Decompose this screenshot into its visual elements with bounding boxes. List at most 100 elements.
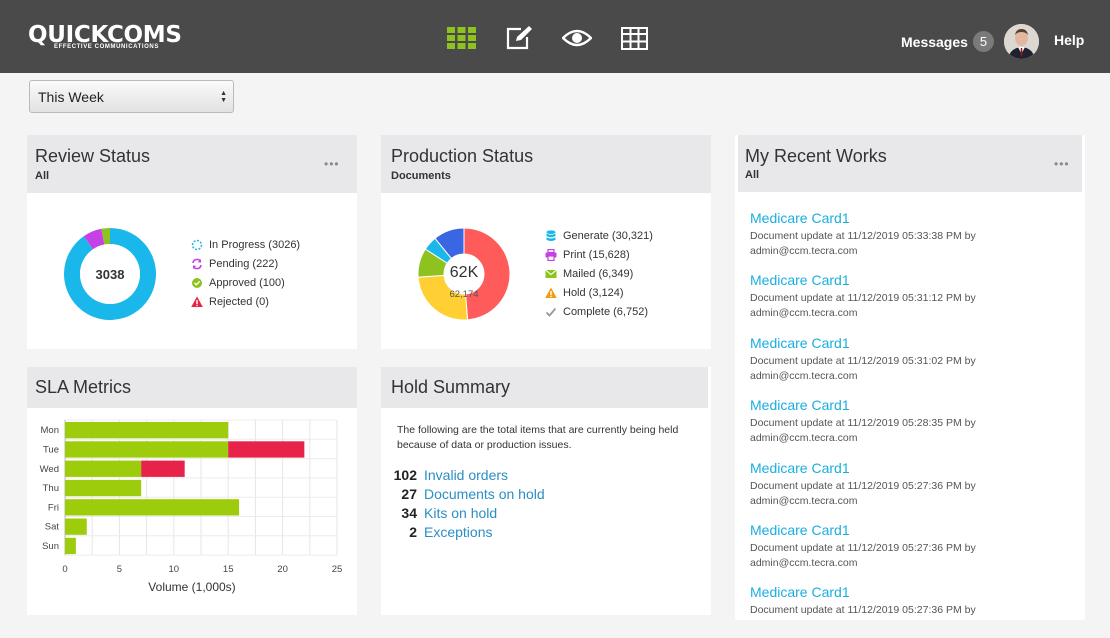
sla-day-label: Thu: [43, 483, 59, 494]
sla-day-label: Wed: [40, 464, 59, 475]
recent-work-title-link[interactable]: Medicare Card1: [750, 459, 850, 476]
recent-work-item: Medicare Card1 Document update at 11/12/2…: [750, 335, 976, 384]
sla-x-tick-label: 15: [223, 564, 234, 575]
recent-work-item: Medicare Card1 Document update at 11/12/2…: [750, 210, 976, 259]
sla-bar-on-time-tue: [65, 441, 229, 458]
recent-work-title-link[interactable]: Medicare Card1: [750, 210, 850, 226]
hold-summary-link[interactable]: Exceptions: [424, 524, 493, 540]
messages-button[interactable]: Messages 5: [901, 31, 994, 52]
top-bar: QUICKCOMS EFFECTIVE COMMUNICATIONS: [0, 0, 1110, 73]
recent-work-item: Medicare Card1 Document update at 11/12/2…: [750, 272, 976, 321]
recent-work-user: admin@ccm.tecra.com: [750, 494, 858, 507]
recent-work-detail: Document update at 11/12/2019 05:27:36 P…: [750, 604, 976, 617]
review-status-legend-label: Rejected (0): [209, 296, 269, 308]
sla-bar-on-time-sun: [65, 537, 76, 555]
sla-metrics-panel: SLA Metrics Mon Tue Wed Thu Fri Sat Sun 0 5 10 15 2…: [27, 367, 357, 615]
help-link[interactable]: Help: [1054, 32, 1085, 48]
sla-bar-late-wed: [141, 460, 185, 477]
production-status-header: Production Status Documents: [381, 135, 711, 193]
eye-icon[interactable]: [562, 24, 592, 52]
production-status-center-big: 62K: [450, 264, 479, 281]
edit-icon[interactable]: [504, 24, 534, 52]
recent-work-user: admin@ccm.tecra.com: [750, 245, 858, 257]
sla-bar-on-time-fri: [65, 499, 240, 516]
check-icon: [545, 306, 557, 318]
sla-bar-on-time-wed: [65, 460, 142, 477]
recent-work-title-link[interactable]: Medicare Card1: [750, 397, 850, 414]
recent-work-item: Medicare Card1 Document update at 11/12/2…: [750, 584, 976, 618]
sla-metrics-title: SLA Metrics: [35, 377, 132, 397]
sla-day-label: Mon: [41, 425, 59, 436]
avatar[interactable]: [1004, 24, 1039, 59]
warning-icon: [191, 296, 203, 308]
review-status-legend-label: Approved (100): [209, 277, 285, 289]
production-status-legend-label: Complete (6,752): [563, 306, 648, 318]
recent-works-subtitle: All: [745, 169, 760, 181]
review-status-legend-item: Pending (222): [191, 258, 278, 270]
sla-x-tick-label: 25: [332, 564, 343, 575]
review-status-more-icon[interactable]: •••: [324, 157, 340, 171]
hold-summary-row: 102 Invalid orders: [393, 467, 508, 483]
hold-summary-count: 102: [393, 467, 417, 483]
progress-icon: [191, 239, 203, 251]
production-status-subtitle: Documents: [391, 170, 451, 182]
production-status-slice-0: [463, 227, 511, 321]
recent-work-item: Medicare Card1 Document update at 11/12/2…: [750, 522, 976, 571]
review-status-donut: 3038: [64, 228, 156, 320]
sla-x-tick-label: 5: [117, 564, 122, 575]
production-status-center: [444, 254, 484, 294]
review-status-legend-label: In Progress (3026): [209, 239, 301, 251]
recent-work-title-link[interactable]: Medicare Card1: [750, 584, 850, 601]
sla-bar-late-tue: [228, 441, 305, 458]
messages-label: Messages: [901, 33, 968, 50]
grid-icon[interactable]: [446, 24, 476, 52]
hold-summary-link[interactable]: Documents on hold: [424, 486, 545, 502]
recent-work-user: admin@ccm.tecra.com: [750, 557, 858, 569]
check-circle-icon: [191, 277, 203, 289]
review-status-total: 3038: [96, 267, 125, 282]
production-status-legend-item: Mailed (6,349): [545, 268, 633, 280]
hold-summary-row: 2 Exceptions: [393, 524, 492, 540]
refresh-icon: [191, 258, 203, 270]
recent-works-more-icon[interactable]: •••: [1054, 157, 1070, 171]
recent-work-title-link[interactable]: Medicare Card1: [750, 334, 850, 351]
recent-work-title-link[interactable]: Medicare Card1: [750, 272, 850, 289]
production-status-legend-label: Print (15,628): [563, 249, 630, 261]
review-status-legend-item: Rejected (0): [191, 296, 269, 308]
sla-bar-on-time-mon: [65, 422, 229, 439]
production-status-center-small: 62,174: [449, 289, 478, 300]
hold-summary-description: The following are the total items that a…: [397, 424, 679, 451]
print-icon: [545, 249, 557, 261]
hold-summary-row: 27 Documents on hold: [393, 486, 545, 502]
hold-summary-row: 34 Kits on hold: [393, 505, 497, 521]
recent-work-title-link[interactable]: Medicare Card1: [750, 522, 850, 538]
recent-work-detail: Document update at 11/12/2019 05:27:36 P…: [750, 479, 976, 492]
sla-x-axis-label: Volume (1,000s): [148, 580, 235, 594]
hold-summary-link[interactable]: Invalid orders: [424, 467, 509, 483]
sla-day-label: Sun: [42, 541, 59, 552]
review-status-header: Review Status All •••: [27, 135, 357, 193]
sla-x-tick-label: 10: [169, 564, 180, 575]
review-status-legend-item: Approved (100): [191, 277, 285, 289]
hold-summary-panel: Hold Summary The following are the total…: [381, 367, 711, 615]
sla-bar-on-time-sat: [65, 518, 87, 535]
recent-work-user: admin@ccm.tecra.com: [750, 432, 858, 445]
review-status-subtitle: All: [35, 170, 50, 182]
production-status-legend-item: Generate (30,321): [545, 230, 653, 242]
recent-work-detail: Document update at 11/12/2019 05:27:36 P…: [750, 542, 976, 554]
hold-summary-count: 27: [401, 486, 417, 502]
logo[interactable]: QUICKCOMS EFFECTIVE COMMUNICATIONS: [28, 24, 182, 51]
hold-summary-link[interactable]: Kits on hold: [424, 505, 498, 521]
sla-metrics-chart: Mon Tue Wed Thu Fri Sat Sun 0 5 10 15 20 25 Volume (1…: [40, 419, 343, 594]
table-icon[interactable]: [619, 24, 649, 52]
sla-x-tick-label: 0: [62, 564, 67, 575]
hold-summary-count: 2: [409, 524, 417, 540]
recent-work-user: admin@ccm.tecra.com: [750, 369, 858, 382]
date-range-select[interactable]: This Week ▲ ▼: [29, 80, 234, 113]
sla-x-tick-label: 20: [277, 564, 288, 575]
sla-bar-on-time-thu: [65, 479, 142, 497]
sla-metrics-header: SLA Metrics: [27, 367, 357, 408]
review-status-legend-item: In Progress (3026): [191, 239, 300, 251]
review-status-slice-2: [101, 228, 110, 245]
warning-icon: [545, 287, 557, 299]
